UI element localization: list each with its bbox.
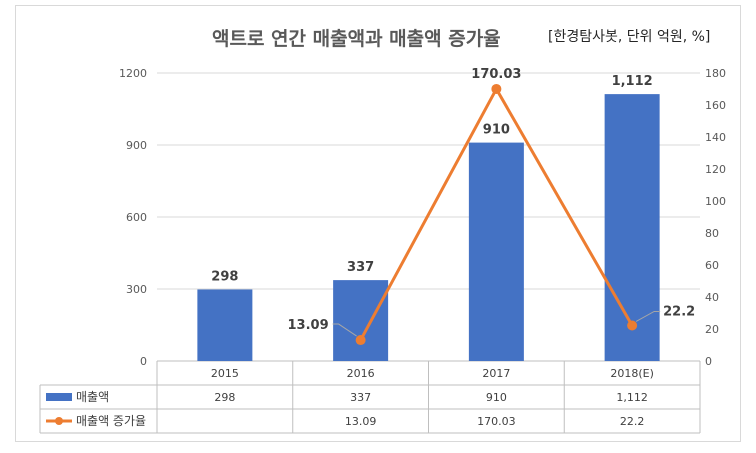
bar xyxy=(468,142,524,361)
right-axis-tick: 100 xyxy=(705,195,726,208)
bar-value-label: 910 xyxy=(483,123,510,138)
right-axis-tick: 40 xyxy=(705,291,719,304)
bar-value-label: 1,112 xyxy=(612,74,653,89)
bar xyxy=(333,280,389,361)
right-axis-tick: 0 xyxy=(705,355,712,368)
chart-subtitle: [한경탐사봇, 단위 억원, %] xyxy=(548,29,711,45)
category-label: 2016 xyxy=(347,367,375,380)
table-cell: 337 xyxy=(350,391,371,404)
table-cell: 298 xyxy=(214,391,235,404)
legend-key-bar xyxy=(46,393,72,401)
growth-value-label: 13.09 xyxy=(288,318,329,333)
right-axis-tick: 20 xyxy=(705,323,719,336)
bar-value-label: 298 xyxy=(211,269,238,284)
left-axis-tick: 0 xyxy=(140,355,147,368)
data-table: 2015 2016 2017 2018(E) 매출액 298 337 910 1,112 매출액 … xyxy=(39,361,701,434)
left-axis-tick: 300 xyxy=(126,283,147,296)
leader-line xyxy=(332,323,357,337)
table-cell: 1,112 xyxy=(616,391,648,404)
category-label: 2018(E) xyxy=(610,367,654,380)
line-series xyxy=(355,83,638,346)
growth-marker xyxy=(491,83,502,94)
category-label: 2015 xyxy=(211,367,239,380)
left-axis-tick: 600 xyxy=(126,211,147,224)
growth-marker xyxy=(627,320,638,331)
right-axis-tick: 60 xyxy=(705,259,719,272)
table-cell: 170.03 xyxy=(477,415,516,428)
right-axis-tick: 120 xyxy=(705,163,726,176)
left-axis-tick: 900 xyxy=(126,139,147,152)
right-axis-tick: 80 xyxy=(705,227,719,240)
right-axis-tick: 140 xyxy=(705,131,726,144)
leader-line xyxy=(635,310,661,322)
table-cell: 22.2 xyxy=(620,415,645,428)
data-labels: 298 337 910 1,112 13.09 170.03 22.2 xyxy=(211,67,695,337)
legend-key-marker xyxy=(55,417,63,425)
right-axis-ticks: 0 20 40 60 80 100 120 140 160 180 xyxy=(705,67,726,368)
growth-value-label: 22.2 xyxy=(663,304,695,319)
table-cell: 910 xyxy=(486,391,507,404)
right-axis-tick: 160 xyxy=(705,99,726,112)
growth-marker xyxy=(355,335,366,346)
left-axis-tick: 1200 xyxy=(119,67,147,80)
left-axis-ticks: 0 300 600 900 1200 xyxy=(119,67,147,368)
table-cell: 13.09 xyxy=(345,415,377,428)
right-axis-tick: 180 xyxy=(705,67,726,80)
growth-value-label: 170.03 xyxy=(471,67,521,82)
legend-label: 매출액 증가율 xyxy=(76,414,146,428)
bar xyxy=(197,289,253,361)
bar xyxy=(604,94,660,362)
category-label: 2017 xyxy=(482,367,510,380)
chart-title: 액트로 연간 매출액과 매출액 증가율 xyxy=(212,28,501,50)
bar-series xyxy=(197,94,660,362)
legend-label: 매출액 xyxy=(76,390,109,404)
bar-value-label: 337 xyxy=(347,260,374,275)
